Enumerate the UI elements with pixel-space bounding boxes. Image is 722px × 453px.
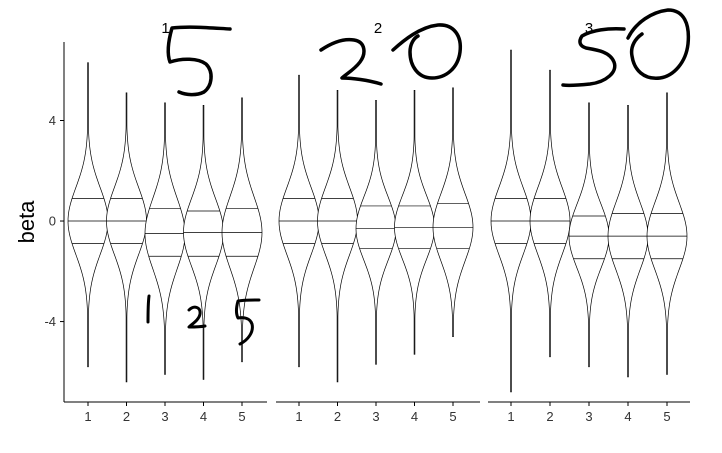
- facet-panel-2: 2 1 2 3 4 5: [276, 20, 480, 424]
- violin-3-5: [646, 92, 688, 375]
- x-tick-label: 2: [123, 409, 130, 424]
- annotation-fifty: 50: [561, 8, 691, 88]
- violin-1-1: [67, 62, 109, 368]
- annotation-one: 1: [146, 294, 151, 324]
- x-tick-label: 1: [84, 409, 91, 424]
- x-tick-label: 2: [546, 409, 553, 424]
- annotation-five-small: 5: [235, 298, 261, 346]
- violin-2-4: [394, 89, 435, 355]
- x-tick-label: 3: [585, 409, 592, 424]
- violin-1-3: [144, 102, 186, 375]
- violin-3-3: [568, 102, 610, 368]
- y-tick-label: 4: [49, 113, 56, 128]
- y-axis: -4 0 4: [44, 42, 65, 402]
- annotation-five-large: 5: [166, 25, 232, 97]
- x-tick-label: 1: [507, 409, 514, 424]
- x-tick-label: 4: [624, 409, 631, 424]
- x-tick-label: 4: [411, 409, 418, 424]
- facet-label: 1: [161, 20, 169, 37]
- x-tick-label: 4: [200, 409, 207, 424]
- x-tick-label: 5: [238, 409, 245, 424]
- violin-2-3: [355, 100, 397, 365]
- y-tick-label: -4: [44, 314, 56, 329]
- facet-label: 2: [374, 20, 382, 37]
- facet-panel-3: 3 1 2 3 4 5: [488, 20, 690, 424]
- x-tick-label: 2: [334, 409, 341, 424]
- facet-label: 3: [585, 20, 593, 37]
- annotation-two: 2: [187, 305, 207, 329]
- x-tick-label: 1: [295, 409, 302, 424]
- violin-2-2: [317, 89, 358, 383]
- x-tick-label: 3: [161, 409, 168, 424]
- y-axis-title: beta: [14, 200, 39, 244]
- annotation-twenty: 20: [319, 23, 463, 86]
- y-tick-label: 0: [49, 214, 56, 229]
- x-tick-label: 5: [663, 409, 670, 424]
- x-tick-label: 3: [372, 409, 379, 424]
- facet-panel-1: 1 1 2 3 4 5: [64, 20, 267, 424]
- violin-1-5: [221, 97, 263, 363]
- facets: 1 1 2 3 4 5 2 1 2 3 4 5 3 1 2 3 4 5: [64, 20, 690, 424]
- x-tick-label: 5: [449, 409, 456, 424]
- violin-1-2: [106, 92, 147, 383]
- violin-3-4: [607, 105, 649, 378]
- violin-2-5: [432, 87, 474, 337]
- violin-1-4: [183, 105, 224, 380]
- violin-3-2: [529, 69, 571, 358]
